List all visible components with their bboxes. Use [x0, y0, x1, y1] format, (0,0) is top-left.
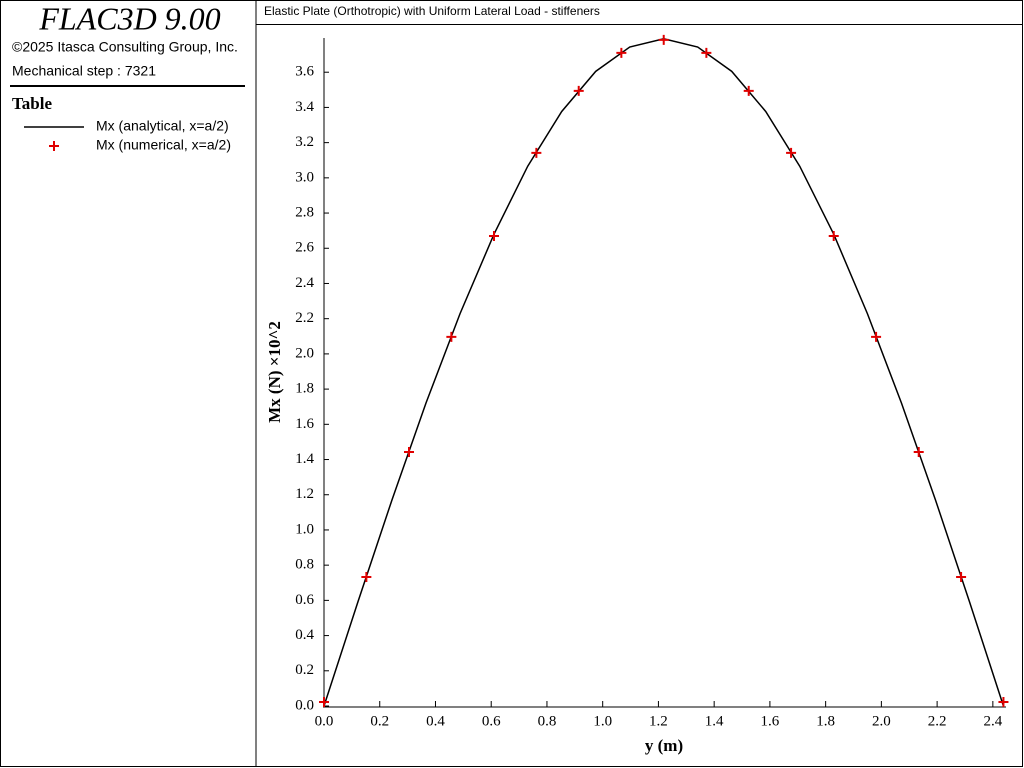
- x-tick-label: 2.4: [983, 713, 1002, 729]
- y-tick-label: 2.2: [295, 310, 314, 326]
- y-tick-label: 0.6: [295, 592, 314, 608]
- x-tick-label: 2.0: [872, 713, 891, 729]
- data-point: [361, 571, 372, 582]
- data-point: [531, 147, 542, 158]
- legend-entry: Mx (numerical, x=a/2): [96, 137, 231, 153]
- y-tick-label: 0.4: [295, 627, 314, 643]
- y-tick-label: 1.2: [295, 486, 314, 502]
- program-name: FLAC3D 9.00: [38, 0, 220, 36]
- data-point: [658, 34, 669, 45]
- data-point: [871, 331, 882, 342]
- y-tick-label: 0.2: [295, 662, 314, 678]
- x-tick-label: 0.6: [482, 713, 501, 729]
- y-axis-label: Mx (N) ×10^2: [265, 321, 284, 423]
- y-tick-label: 1.4: [295, 451, 314, 467]
- x-tick-label: 1.8: [816, 713, 835, 729]
- x-tick-label: 2.2: [928, 713, 947, 729]
- data-point: [998, 696, 1009, 707]
- data-point: [616, 47, 627, 58]
- x-tick-label: 1.6: [761, 713, 780, 729]
- data-point: [319, 696, 329, 707]
- data-point: [956, 571, 967, 582]
- data-point: [743, 85, 754, 96]
- legend-entry: Mx (analytical, x=a/2): [96, 118, 229, 134]
- x-tick-label: 1.2: [649, 713, 668, 729]
- x-tick-label: 0.2: [370, 713, 389, 729]
- x-tick-label: 0.4: [426, 713, 445, 729]
- step: Mechanical step : 7321: [12, 63, 156, 79]
- data-point: [786, 147, 797, 158]
- x-tick-label: 0.0: [315, 713, 334, 729]
- y-tick-label: 2.0: [295, 345, 314, 361]
- legend-title: Table: [12, 94, 52, 113]
- y-tick-label: 3.2: [295, 134, 314, 150]
- x-tick-label: 0.8: [538, 713, 557, 729]
- copyright: ©2025 Itasca Consulting Group, Inc.: [12, 39, 238, 55]
- y-tick-label: 2.8: [295, 204, 314, 220]
- y-tick-label: 2.4: [295, 275, 314, 291]
- data-point: [828, 230, 839, 241]
- data-point: [446, 331, 457, 342]
- x-axis-label: y (m): [645, 736, 683, 755]
- legend-swatch: [49, 141, 59, 151]
- y-tick-label: 1.6: [295, 416, 314, 432]
- x-tick-label: 1.0: [593, 713, 612, 729]
- data-point: [404, 446, 414, 457]
- y-tick-label: 3.6: [295, 64, 314, 80]
- y-tick-label: 1.0: [295, 521, 314, 537]
- y-tick-label: 1.8: [295, 381, 314, 397]
- y-tick-label: 2.6: [295, 240, 314, 256]
- data-point: [489, 230, 499, 241]
- y-tick-label: 0.8: [295, 557, 314, 573]
- y-tick-label: 3.0: [295, 169, 314, 185]
- y-tick-label: 3.4: [295, 99, 314, 115]
- chart-title: Elastic Plate (Orthotropic) with Uniform…: [264, 4, 600, 18]
- data-point: [913, 446, 924, 457]
- data-point: [701, 47, 712, 58]
- x-tick-label: 1.4: [705, 713, 724, 729]
- y-tick-label: 0.0: [295, 697, 314, 713]
- data-point: [573, 85, 584, 96]
